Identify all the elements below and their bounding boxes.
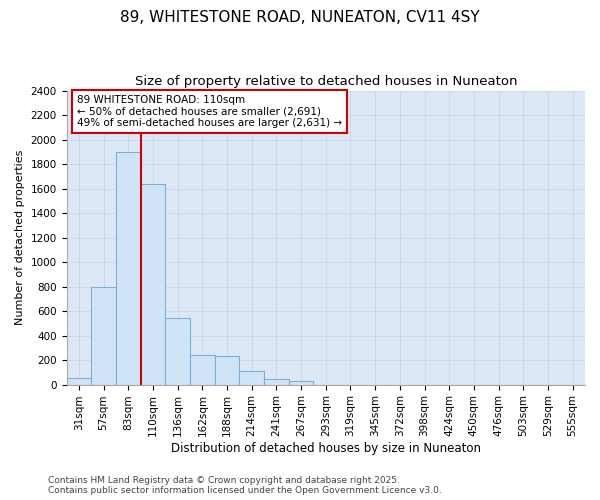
Bar	[215, 356, 239, 384]
Bar	[264, 379, 289, 384]
Bar	[165, 318, 190, 384]
Bar	[190, 355, 215, 384]
Title: Size of property relative to detached houses in Nuneaton: Size of property relative to detached ho…	[134, 75, 517, 88]
Text: 89 WHITESTONE ROAD: 110sqm
← 50% of detached houses are smaller (2,691)
49% of s: 89 WHITESTONE ROAD: 110sqm ← 50% of deta…	[77, 95, 342, 128]
Bar	[140, 184, 165, 384]
Bar	[91, 286, 116, 384]
Text: 89, WHITESTONE ROAD, NUNEATON, CV11 4SY: 89, WHITESTONE ROAD, NUNEATON, CV11 4SY	[120, 10, 480, 25]
Text: Contains HM Land Registry data © Crown copyright and database right 2025.
Contai: Contains HM Land Registry data © Crown c…	[48, 476, 442, 495]
Bar	[289, 381, 313, 384]
X-axis label: Distribution of detached houses by size in Nuneaton: Distribution of detached houses by size …	[171, 442, 481, 455]
Bar	[67, 378, 91, 384]
Bar	[116, 152, 140, 384]
Bar	[239, 371, 264, 384]
Y-axis label: Number of detached properties: Number of detached properties	[15, 150, 25, 326]
